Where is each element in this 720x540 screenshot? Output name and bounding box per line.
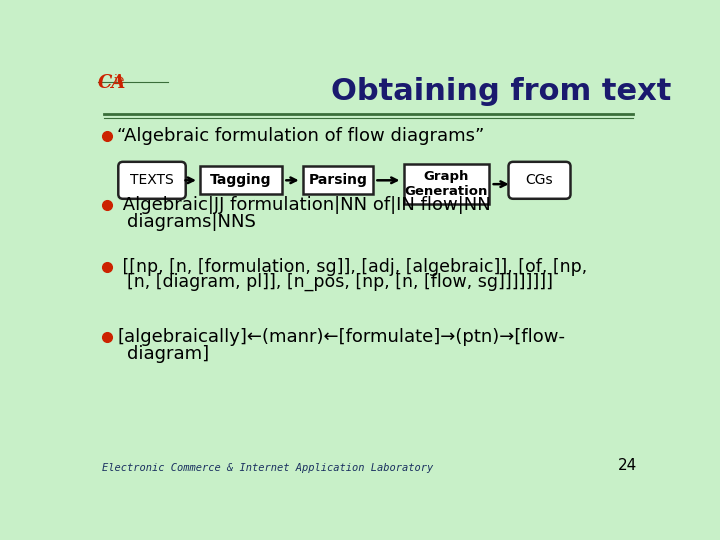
Text: ie: ie [113, 74, 125, 87]
FancyBboxPatch shape [200, 166, 282, 194]
Text: Obtaining from text: Obtaining from text [330, 77, 671, 106]
Text: CGs: CGs [526, 173, 553, 187]
Text: 24: 24 [618, 458, 637, 473]
FancyBboxPatch shape [303, 166, 373, 194]
Text: TEXTS: TEXTS [130, 173, 174, 187]
Text: Electronic Commerce & Internet Application Laboratory: Electronic Commerce & Internet Applicati… [102, 463, 433, 473]
Text: diagram]: diagram] [127, 345, 210, 362]
Text: Parsing: Parsing [309, 173, 367, 187]
Text: Graph
Generation: Graph Generation [405, 170, 488, 198]
FancyBboxPatch shape [118, 162, 186, 199]
Text: [n, [diagram, pl]], [n_pos, [np, [n, [flow, sg]]]]]]]]: [n, [diagram, pl]], [n_pos, [np, [n, [fl… [127, 273, 553, 291]
FancyBboxPatch shape [508, 162, 570, 199]
FancyBboxPatch shape [404, 164, 489, 204]
Text: Tagging: Tagging [210, 173, 272, 187]
Text: CA: CA [98, 74, 126, 92]
Text: “Algebraic formulation of flow diagrams”: “Algebraic formulation of flow diagrams” [117, 127, 485, 145]
Text: diagrams|NNS: diagrams|NNS [127, 213, 256, 231]
Text: [[np, [n, [formulation, sg]], [adj, [algebraic]], [of, [np,: [[np, [n, [formulation, sg]], [adj, [alg… [117, 258, 588, 275]
Text: Algebraic|JJ formulation|NN of|IN flow|NN: Algebraic|JJ formulation|NN of|IN flow|N… [117, 196, 491, 214]
Text: [algebraically]←(manr)←[formulate]→(ptn)→[flow-: [algebraically]←(manr)←[formulate]→(ptn)… [117, 328, 565, 346]
